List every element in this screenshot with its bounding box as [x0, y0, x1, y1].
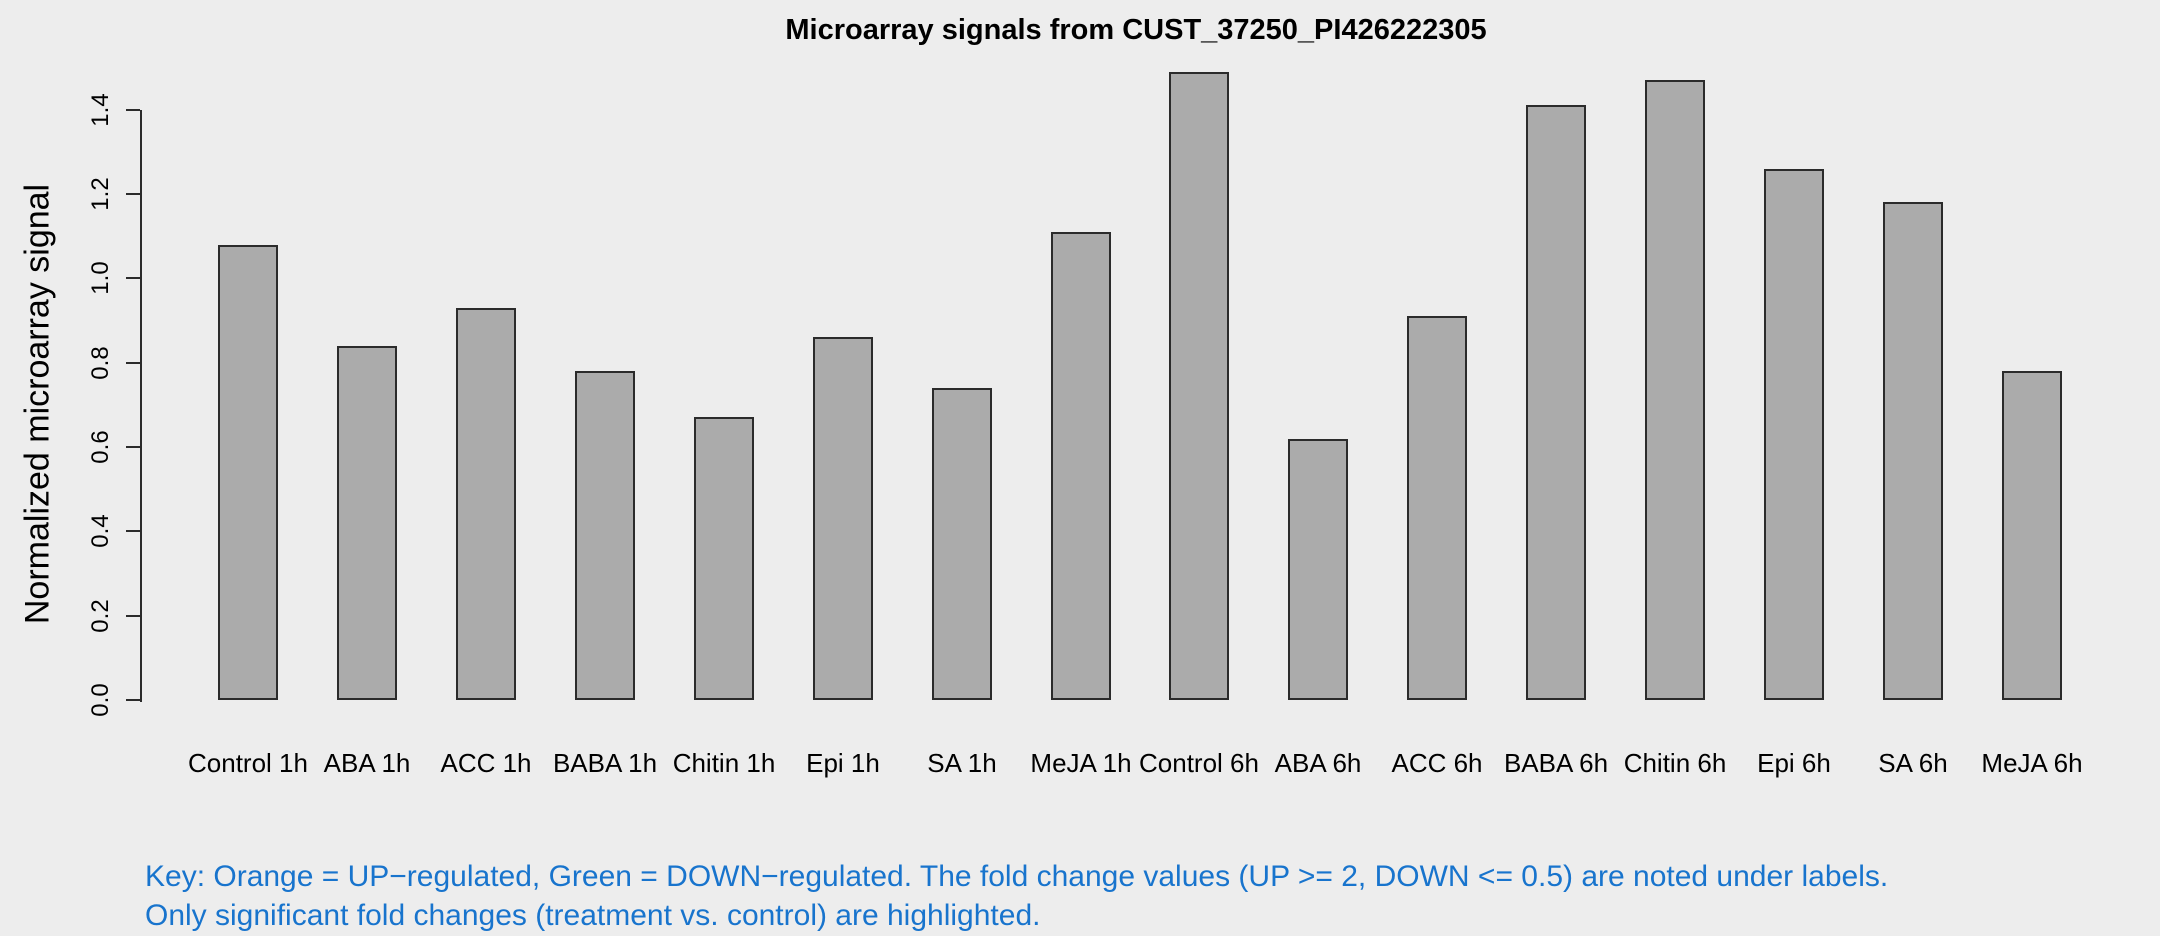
x-label-aba-1h: ABA 1h	[323, 748, 411, 778]
y-axis-line	[140, 110, 142, 702]
y-tick-label: 0.8	[87, 346, 114, 380]
bar-acc-1h	[456, 308, 516, 700]
x-label-acc-1h: ACC 1h	[440, 748, 532, 778]
y-tick-mark	[126, 699, 140, 701]
bar-baba-6h	[1526, 105, 1586, 700]
x-label-epi-6h: Epi 6h	[1757, 748, 1831, 778]
bar-acc-6h	[1407, 316, 1467, 700]
bar-control-1h	[218, 245, 278, 700]
y-tick-mark	[126, 362, 140, 364]
bar-chitin-6h	[1645, 80, 1705, 700]
y-tick-mark	[126, 193, 140, 195]
y-tick-mark	[126, 530, 140, 532]
y-tick-label: 1.0	[87, 261, 114, 295]
y-tick-label: 1.2	[87, 177, 114, 211]
y-tick-label: 0.0	[87, 683, 114, 717]
y-tick-label: 0.2	[87, 599, 114, 633]
x-label-chitin-1h: Chitin 1h	[672, 748, 776, 778]
key-note-line-2: Only significant fold changes (treatment…	[145, 899, 1041, 932]
y-tick-mark	[126, 277, 140, 279]
x-label-meja-6h: MeJA 6h	[1981, 748, 2083, 778]
x-label-sa-1h: SA 1h	[927, 748, 997, 778]
bar-epi-1h	[813, 337, 873, 700]
x-label-sa-6h: SA 6h	[1878, 748, 1948, 778]
x-label-chitin-6h: Chitin 6h	[1623, 748, 1727, 778]
x-label-control-6h: Control 6h	[1139, 748, 1259, 778]
key-note-line-1: Key: Orange = UP−regulated, Green = DOWN…	[145, 860, 1889, 893]
bar-aba-1h	[337, 346, 397, 700]
y-tick-mark	[126, 109, 140, 111]
y-tick-mark	[126, 446, 140, 448]
y-tick-mark	[126, 615, 140, 617]
x-label-acc-6h: ACC 6h	[1391, 748, 1483, 778]
x-label-baba-1h: BABA 1h	[552, 748, 658, 778]
bar-control-6h	[1169, 72, 1229, 700]
y-axis-title: Normalized microarray signal	[18, 183, 57, 625]
bar-meja-6h	[2002, 371, 2062, 700]
x-label-control-1h: Control 1h	[188, 748, 308, 778]
bar-chitin-1h	[694, 417, 754, 700]
x-label-epi-1h: Epi 1h	[806, 748, 880, 778]
bar-epi-6h	[1764, 169, 1824, 700]
bar-baba-1h	[575, 371, 635, 700]
x-label-baba-6h: BABA 6h	[1503, 748, 1609, 778]
bar-sa-1h	[932, 388, 992, 700]
bar-meja-1h	[1051, 232, 1111, 700]
y-tick-label: 0.4	[87, 514, 114, 548]
bar-aba-6h	[1288, 439, 1348, 700]
y-tick-label: 0.6	[87, 430, 114, 464]
y-tick-label: 1.4	[87, 93, 114, 127]
chart-title: Microarray signals from CUST_37250_PI426…	[785, 14, 1487, 46]
bar-sa-6h	[1883, 202, 1943, 700]
x-label-meja-1h: MeJA 1h	[1030, 748, 1132, 778]
x-label-aba-6h: ABA 6h	[1274, 748, 1362, 778]
